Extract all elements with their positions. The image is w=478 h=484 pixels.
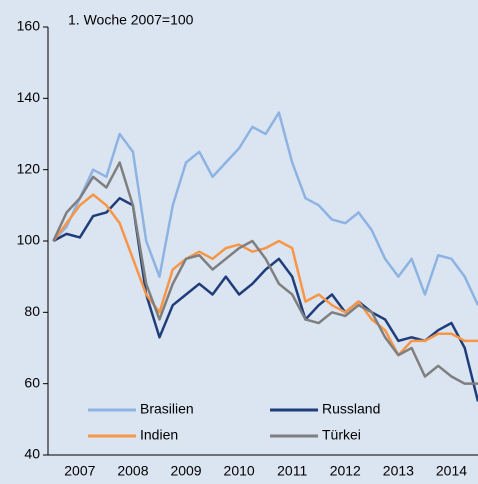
y-tick-label: 160 [17,18,41,34]
y-tick-label: 80 [24,303,40,319]
x-tick-label: 2008 [117,463,148,479]
legend-label: Türkei [322,427,361,443]
y-tick-label: 60 [24,374,40,390]
legend-label: Russland [322,401,380,417]
legend-label: Indien [140,427,178,443]
annotation: 1. Woche 2007=100 [68,12,194,28]
y-tick-label: 40 [24,446,40,462]
line-series [52,193,478,357]
x-tick-label: 2012 [330,463,361,479]
y-tick-label: 140 [17,89,41,105]
x-tick-label: 2009 [170,463,201,479]
line-series [52,161,478,385]
y-tick-label: 100 [17,232,41,248]
y-tick-label: 120 [17,160,41,176]
line-series [52,196,478,402]
legend-label: Brasilien [140,401,194,417]
line-series [52,111,478,306]
x-tick-label: 2007 [64,463,95,479]
x-tick-label: 2011 [277,463,307,479]
x-tick-label: 2014 [436,463,467,479]
x-tick-label: 2013 [383,463,414,479]
x-tick-label: 2010 [224,463,255,479]
